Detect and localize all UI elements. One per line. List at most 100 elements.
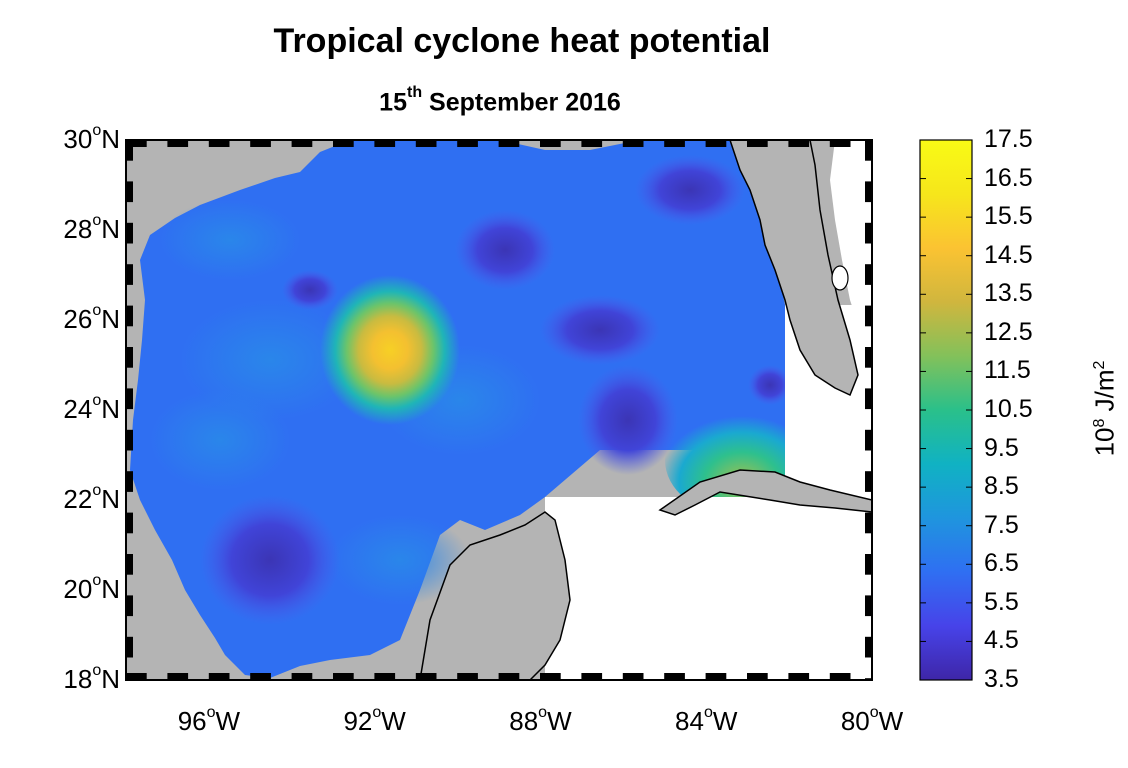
yucatan-land — [419, 511, 571, 680]
mid-patch — [330, 515, 470, 605]
colorbar-tick-label: 3.5 — [984, 665, 1019, 693]
frame-tick — [126, 388, 133, 410]
frame-tick — [457, 673, 478, 680]
lat-tick-label: 28oN — [63, 212, 120, 244]
chart-subtitle: 15th September 2016 — [379, 84, 621, 117]
frame-tick — [581, 673, 603, 680]
frame-tick — [415, 673, 437, 680]
frame-tick — [291, 673, 313, 680]
cold-eddy-central — [578, 365, 678, 475]
frame-tick — [333, 673, 354, 680]
frame-tick — [865, 264, 872, 285]
frame-tick — [865, 636, 872, 658]
frame-ticks — [126, 140, 872, 680]
frame-tick — [126, 264, 133, 285]
frame-tick — [250, 140, 271, 147]
frame-tick — [865, 429, 872, 451]
frame-tick — [865, 471, 872, 492]
lat-tick-label: 30oN — [63, 122, 120, 154]
colorbar-tick-label: 14.5 — [984, 240, 1033, 269]
colorbar-tick-label: 9.5 — [984, 433, 1019, 462]
frame-tick — [540, 673, 561, 680]
cold-eddy-northeast — [635, 155, 745, 225]
frame-tick — [622, 140, 644, 147]
frame-tick — [126, 595, 133, 617]
frame-tick — [747, 673, 768, 680]
frame-tick — [664, 140, 685, 147]
frame-tick — [829, 673, 851, 680]
mid-patch — [150, 390, 290, 490]
frame-tick — [374, 673, 396, 680]
cold-eddy-north — [455, 210, 555, 290]
frame-tick — [126, 429, 133, 451]
frame-tick — [829, 140, 851, 147]
cold-eddy-east — [748, 365, 792, 405]
lat-tick-label: 18oN — [63, 662, 120, 694]
map-area — [126, 140, 872, 680]
frame-tick — [540, 140, 561, 147]
frame-tick — [865, 347, 872, 368]
frame-tick — [747, 140, 768, 147]
frame-tick — [415, 140, 437, 147]
frame-tick — [126, 554, 133, 575]
warm-core-eddy — [320, 275, 460, 425]
frame-tick — [126, 222, 133, 244]
colorbar-tick-label: 17.5 — [984, 125, 1033, 153]
frame-tick — [865, 595, 872, 617]
frame-tick — [126, 471, 133, 492]
lat-tick-label: 24oN — [63, 392, 120, 424]
frame-tick — [374, 140, 396, 147]
mid-patch — [160, 200, 300, 280]
colorbar-tick-label: 15.5 — [984, 202, 1033, 231]
colorbar-ticks — [920, 139, 972, 681]
frame-tick — [126, 181, 133, 203]
colorbar-tick-label: 16.5 — [984, 163, 1033, 192]
frame-tick — [457, 140, 478, 147]
frame-tick — [865, 678, 872, 680]
lat-tick-label: 22oN — [63, 482, 120, 514]
lake-okeechobee — [831, 265, 849, 291]
frame-tick — [788, 673, 810, 680]
frame-tick — [664, 673, 685, 680]
frame-tick — [865, 140, 872, 161]
frame-tick — [126, 673, 147, 680]
frame-tick — [871, 673, 872, 680]
frame-tick — [126, 636, 133, 658]
lon-tick-label: 96oW — [177, 704, 241, 736]
colorbar-tick-label: 4.5 — [984, 626, 1019, 655]
lon-tick-label: 84oW — [675, 704, 738, 736]
colorbar-tick-label: 10.5 — [984, 395, 1033, 423]
frame-tick — [167, 140, 189, 147]
cold-eddy-southwest — [200, 495, 340, 625]
frame-tick — [250, 673, 271, 680]
frame-tick — [167, 673, 189, 680]
frame-tick — [208, 673, 230, 680]
lat-tick-label: 20oN — [63, 572, 120, 604]
colorbar-tick-label: 6.5 — [984, 549, 1019, 578]
frame-tick — [865, 305, 872, 327]
frame-tick — [865, 388, 872, 410]
colorbar-tick-label: 7.5 — [984, 510, 1019, 539]
cold-eddy-central-north — [540, 295, 660, 365]
frame-tick — [705, 140, 727, 147]
frame-tick — [865, 181, 872, 203]
lon-tick-label: 88oW — [509, 704, 572, 736]
colorbar — [919, 139, 973, 681]
frame-tick — [865, 512, 872, 534]
lat-tick-label: 26oN — [63, 302, 120, 334]
frame-tick — [788, 140, 810, 147]
colorbar-title: 108 J/m2 — [1089, 360, 1120, 457]
no-data-region — [545, 497, 785, 680]
frame-tick — [126, 305, 133, 327]
frame-tick — [581, 140, 603, 147]
frame-tick — [126, 512, 133, 534]
florida-land — [729, 140, 859, 397]
frame-tick — [498, 673, 520, 680]
frame-tick — [126, 347, 133, 368]
cuba-land — [658, 469, 872, 516]
frame-tick — [333, 140, 354, 147]
frame-tick — [622, 673, 644, 680]
lon-tick-label: 80oW — [840, 704, 904, 736]
atlantic-no-data — [830, 140, 872, 330]
